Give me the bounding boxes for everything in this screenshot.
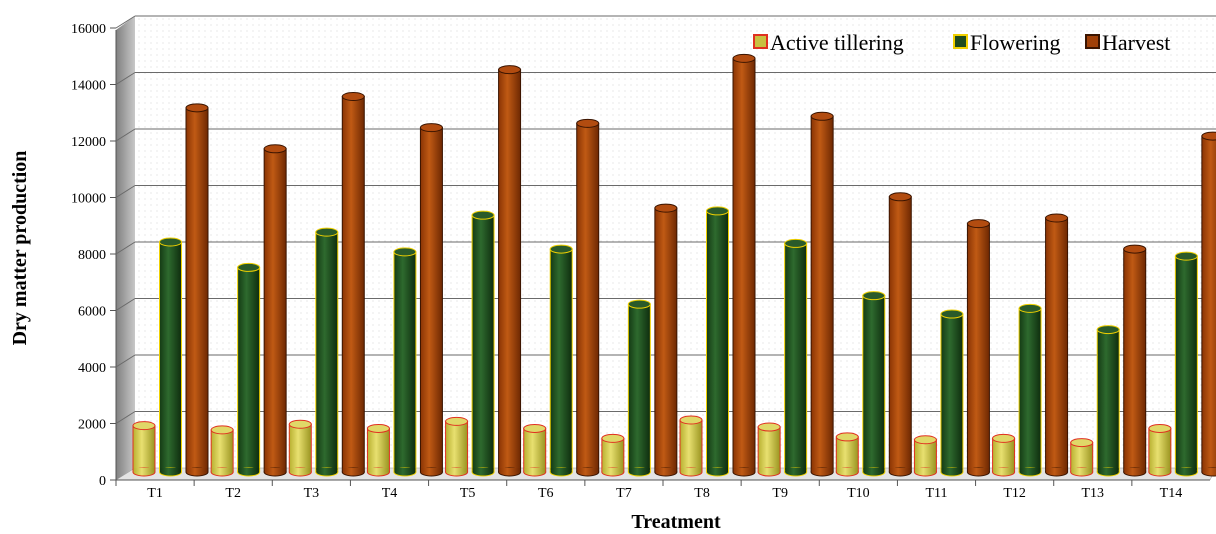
bar-harvest-t2 — [263, 144, 287, 477]
y-tick-label: 8000 — [78, 248, 106, 263]
x-tick-label: T7 — [616, 486, 632, 501]
gridline-wall — [115, 185, 136, 198]
legend-swatch-harvest — [1085, 34, 1100, 49]
bar-harvest-t5 — [498, 65, 522, 477]
bar-flowering-t3 — [315, 227, 339, 477]
y-tick-label: 16000 — [71, 22, 106, 37]
bar-active-tillering-t11 — [913, 435, 937, 477]
bar-flowering-t2 — [237, 262, 261, 477]
gridline-wall — [115, 411, 136, 424]
bar-active-tillering-t1 — [132, 421, 156, 477]
x-tick-label: T8 — [694, 486, 710, 501]
bar-flowering-t4 — [393, 247, 417, 477]
bar-flowering-t6 — [549, 244, 573, 477]
legend: Active tillering Flowering Harvest — [753, 30, 1170, 55]
bar-flowering-t12 — [1018, 303, 1042, 477]
legend-swatch-active-tillering — [753, 34, 768, 49]
bar-active-tillering-t3 — [288, 419, 312, 477]
y-tick-labels: 0 2000 4000 6000 8000 10000 12000 14000 16000 — [71, 22, 116, 489]
bar-harvest-t14 — [1201, 131, 1216, 477]
bar-active-tillering-t6 — [523, 423, 547, 477]
x-tick-label: T14 — [1160, 486, 1183, 501]
x-tick-label: T11 — [925, 486, 947, 501]
y-tick-label: 0 — [99, 474, 106, 489]
y-tick-label: 10000 — [71, 192, 106, 207]
bar-active-tillering-t14 — [1148, 423, 1172, 477]
bar-flowering-t14 — [1174, 251, 1198, 477]
bar-flowering-t10 — [862, 291, 886, 477]
bar-harvest-t6 — [576, 118, 600, 477]
y-tick-label: 6000 — [78, 305, 106, 320]
bar-harvest-t4 — [419, 123, 443, 477]
bar-harvest-t13 — [1123, 244, 1147, 477]
x-tick-label: T4 — [382, 486, 398, 501]
x-tick-label: T6 — [538, 486, 554, 501]
bar-harvest-t11 — [966, 219, 990, 477]
y-tick-label: 4000 — [78, 361, 106, 376]
bar-flowering-t7 — [627, 299, 651, 477]
bar-flowering-t13 — [1096, 325, 1120, 477]
y-tick-label: 2000 — [78, 418, 106, 433]
bar-harvest-t9 — [810, 111, 834, 477]
bars — [132, 53, 1216, 477]
bar-active-tillering-t5 — [445, 416, 469, 477]
bar-active-tillering-t12 — [992, 433, 1016, 477]
bar-harvest-t7 — [654, 203, 678, 477]
bar-active-tillering-t8 — [679, 415, 703, 477]
bar-active-tillering-t9 — [757, 422, 781, 477]
bar-flowering-t9 — [784, 238, 808, 477]
gridline-wall — [115, 72, 136, 85]
bar-flowering-t11 — [940, 309, 964, 477]
x-tick-label: T2 — [225, 486, 241, 501]
gridline-wall — [115, 15, 136, 29]
legend-label-flowering: Flowering — [970, 30, 1060, 55]
bar-active-tillering-t7 — [601, 433, 625, 477]
x-tick-label: T12 — [1003, 486, 1026, 501]
bar-active-tillering-t4 — [366, 423, 390, 477]
x-axis-title: Treatment — [631, 511, 721, 533]
y-tick-label: 12000 — [71, 135, 106, 150]
bar-active-tillering-t2 — [210, 425, 234, 477]
x-tick-label: T1 — [147, 486, 163, 501]
bar-flowering-t5 — [471, 210, 495, 477]
x-tick-label: T5 — [460, 486, 476, 501]
bar-flowering-t8 — [706, 206, 729, 477]
bar-active-tillering-t13 — [1070, 438, 1094, 477]
bar-harvest-t10 — [888, 192, 912, 477]
x-tick-label: T10 — [847, 486, 870, 501]
bar-harvest-t12 — [1045, 213, 1069, 477]
y-axis-title: Dry matter production — [9, 151, 31, 346]
y-tick-label: 14000 — [71, 79, 106, 94]
x-tick-labels: T1 T2 T3 T4 T5 T6 T7 T8 T9 T10 T11 T12 T13 T14 — [115, 480, 1183, 501]
bar-harvest-t1 — [185, 103, 209, 477]
x-tick-label: T13 — [1082, 486, 1105, 501]
bar-harvest-t3 — [341, 92, 365, 477]
legend-label-harvest: Harvest — [1102, 30, 1170, 55]
gridline-wall — [115, 298, 136, 311]
legend-label-active-tillering: Active tillering — [770, 30, 904, 55]
legend-swatch-flowering — [953, 34, 968, 49]
gridline-wall — [115, 128, 136, 142]
bar-harvest-t8 — [732, 53, 756, 477]
bar-flowering-t1 — [159, 237, 182, 477]
bar-active-tillering-t10 — [835, 432, 859, 477]
gridline-wall — [115, 354, 136, 368]
gridline-wall — [115, 241, 136, 255]
x-tick-label: T3 — [304, 486, 320, 501]
x-tick-label: T9 — [772, 486, 788, 501]
